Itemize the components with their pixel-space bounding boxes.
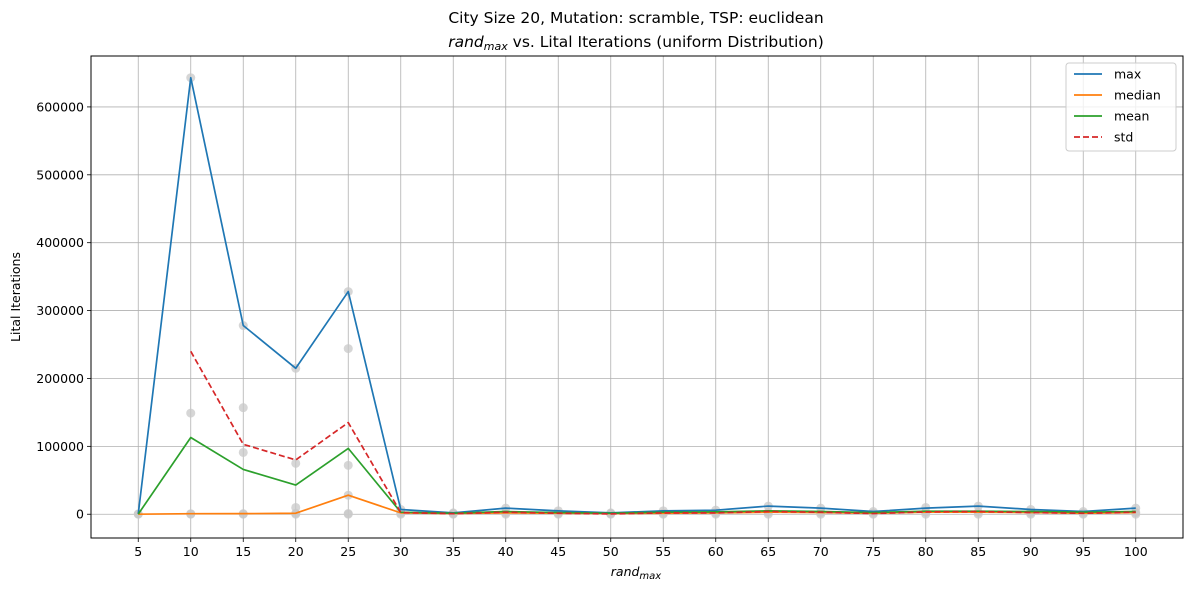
- x-tick-label: 45: [550, 544, 566, 559]
- scatter-point: [343, 509, 353, 519]
- plot-frame: [90, 55, 1184, 539]
- title-var-sub: max: [484, 40, 508, 53]
- x-tick-label: 100: [1124, 544, 1148, 559]
- series-line-mean: [137, 436, 1136, 515]
- scatter-point: [1131, 503, 1141, 513]
- x-tick-label: 30: [393, 544, 409, 559]
- chart-title-line2: randmax vs. Lital Iterations (uniform Di…: [448, 33, 824, 53]
- scatter-point: [238, 403, 248, 413]
- scatter-point: [186, 408, 196, 418]
- x-tick-label: 35: [445, 544, 461, 559]
- scatter-point: [343, 344, 353, 354]
- scatter-point: [238, 447, 248, 457]
- y-axis-ticks: 0 100000 200000 300000 400000 500000 600000: [36, 99, 91, 522]
- scatter-point: [291, 502, 301, 512]
- grid: [91, 56, 1183, 538]
- x-tick-label: 20: [288, 544, 304, 559]
- legend: max median mean std: [1065, 62, 1177, 152]
- x-tick-label: 50: [603, 544, 619, 559]
- x-tick-label: 10: [183, 544, 199, 559]
- legend-label-mean: mean: [1114, 109, 1149, 124]
- x-tick-label: 40: [498, 544, 514, 559]
- series-line-max: [137, 76, 1136, 515]
- y-tick-label: 500000: [36, 167, 84, 182]
- series-lines: [137, 76, 1136, 516]
- x-tick-label: 65: [760, 544, 776, 559]
- x-tick-label: 85: [970, 544, 986, 559]
- legend-box: [1065, 62, 1177, 152]
- x-axis-label: randmax: [611, 564, 662, 582]
- y-tick-label: 600000: [36, 99, 84, 114]
- x-tick-label: 55: [655, 544, 671, 559]
- chart-title-line1: City Size 20, Mutation: scramble, TSP: e…: [448, 9, 823, 27]
- legend-label-std: std: [1114, 130, 1133, 145]
- title-var: rand: [448, 33, 484, 51]
- x-tick-label: 15: [235, 544, 251, 559]
- scatter-points: [133, 73, 1141, 519]
- x-tick-label: 75: [865, 544, 881, 559]
- y-tick-label: 0: [76, 507, 84, 522]
- x-tick-label: 95: [1075, 544, 1091, 559]
- series-line-std: [190, 350, 1136, 515]
- scatter-point: [291, 458, 301, 468]
- scatter-point: [343, 460, 353, 470]
- x-tick-label: 80: [918, 544, 934, 559]
- x-tick-label: 60: [708, 544, 724, 559]
- y-tick-label: 400000: [36, 235, 84, 250]
- y-tick-label: 200000: [36, 371, 84, 386]
- x-axis-ticks: 5 10 15 20 25 30 35 40 45 50 55 60 65 70 75 80 85 90 95 100: [134, 538, 1148, 559]
- x-tick-label: 5: [134, 544, 142, 559]
- legend-label-max: max: [1114, 67, 1141, 82]
- x-tick-label: 25: [340, 544, 356, 559]
- x-tick-label: 70: [813, 544, 829, 559]
- y-tick-label: 100000: [36, 439, 84, 454]
- y-axis-label: Lital Iterations: [8, 252, 23, 342]
- x-tick-label: 90: [1023, 544, 1039, 559]
- y-tick-label: 300000: [36, 303, 84, 318]
- title-rest: vs. Lital Iterations (uniform Distributi…: [508, 33, 824, 51]
- legend-label-median: median: [1114, 88, 1161, 103]
